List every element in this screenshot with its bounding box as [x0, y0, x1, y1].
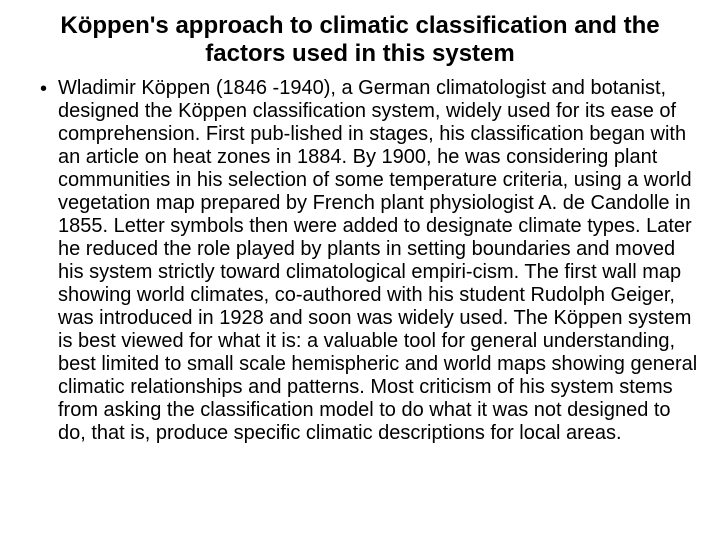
body-text: Wladimir Köppen (1846 -1940), a German c…	[58, 77, 700, 445]
bullet-glyph: •	[40, 77, 58, 101]
bullet-item: • Wladimir Köppen (1846 -1940), a German…	[40, 77, 700, 445]
body-container: • Wladimir Köppen (1846 -1940), a German…	[14, 77, 706, 445]
slide-title: Köppen's approach to climatic classifica…	[14, 12, 706, 67]
